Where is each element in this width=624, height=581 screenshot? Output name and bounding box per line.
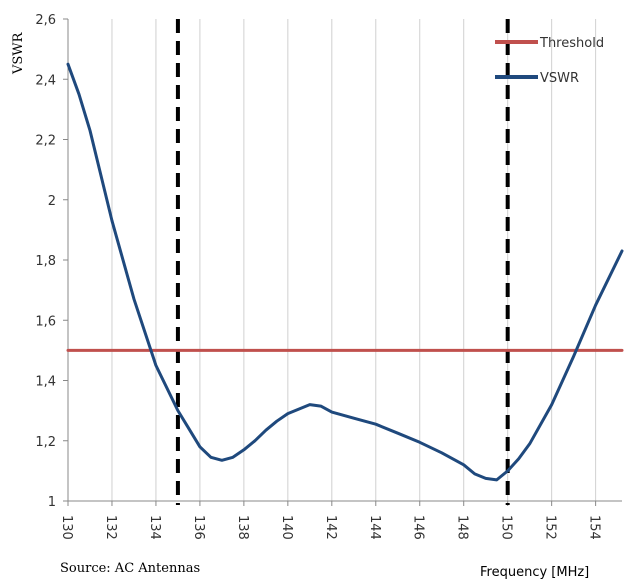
x-tick-label: 144 (367, 515, 382, 540)
x-tick-label: 154 (587, 515, 602, 540)
x-tick-label: 130 (59, 515, 74, 540)
y-tick-label: 1 (48, 495, 56, 510)
x-tick-label: 140 (279, 515, 294, 540)
x-axis-label: Frequency [MHz] (480, 565, 590, 580)
y-tick-label: 1,8 (35, 254, 56, 269)
y-tick-label: 1,6 (35, 314, 56, 329)
x-tick-label: 150 (499, 515, 514, 540)
x-tick-label: 152 (543, 515, 558, 540)
series-line-vswr (66, 62, 624, 482)
x-tick-labels: 130 132 134 136 138 140 142 144 146 148 150 152 154 (59, 515, 602, 540)
legend-label: VSWR (540, 71, 579, 86)
y-tick-label: 2,4 (35, 73, 56, 88)
y-tick-labels: 1 1,2 1,4 1,6 1,8 2 2,2 2,4 2,6 (35, 13, 56, 510)
x-tick-label: 142 (323, 515, 338, 540)
x-tick-label: 132 (103, 515, 118, 540)
y-tick-label: 2,2 (35, 134, 56, 149)
y-tick-label: 2,6 (35, 13, 56, 28)
y-axis-label: VSWR (11, 31, 26, 75)
chart-grid (67, 19, 597, 501)
x-tick-label: 138 (235, 515, 250, 540)
x-tick-label: 146 (411, 515, 426, 540)
source-note: Source: AC Antennas (60, 561, 201, 576)
y-tick-label: 1,2 (35, 435, 56, 450)
y-tick-label: 1,4 (35, 375, 56, 390)
chart-axes (63, 18, 622, 506)
chart-legend: Threshold VSWR (495, 36, 604, 86)
legend-label: Threshold (539, 36, 604, 51)
x-tick-label: 136 (191, 515, 206, 540)
band-markers (175, 19, 510, 505)
chart-series (66, 62, 624, 482)
x-tick-label: 148 (455, 515, 470, 540)
x-tick-label: 134 (147, 515, 162, 540)
y-tick-label: 2 (48, 194, 56, 209)
